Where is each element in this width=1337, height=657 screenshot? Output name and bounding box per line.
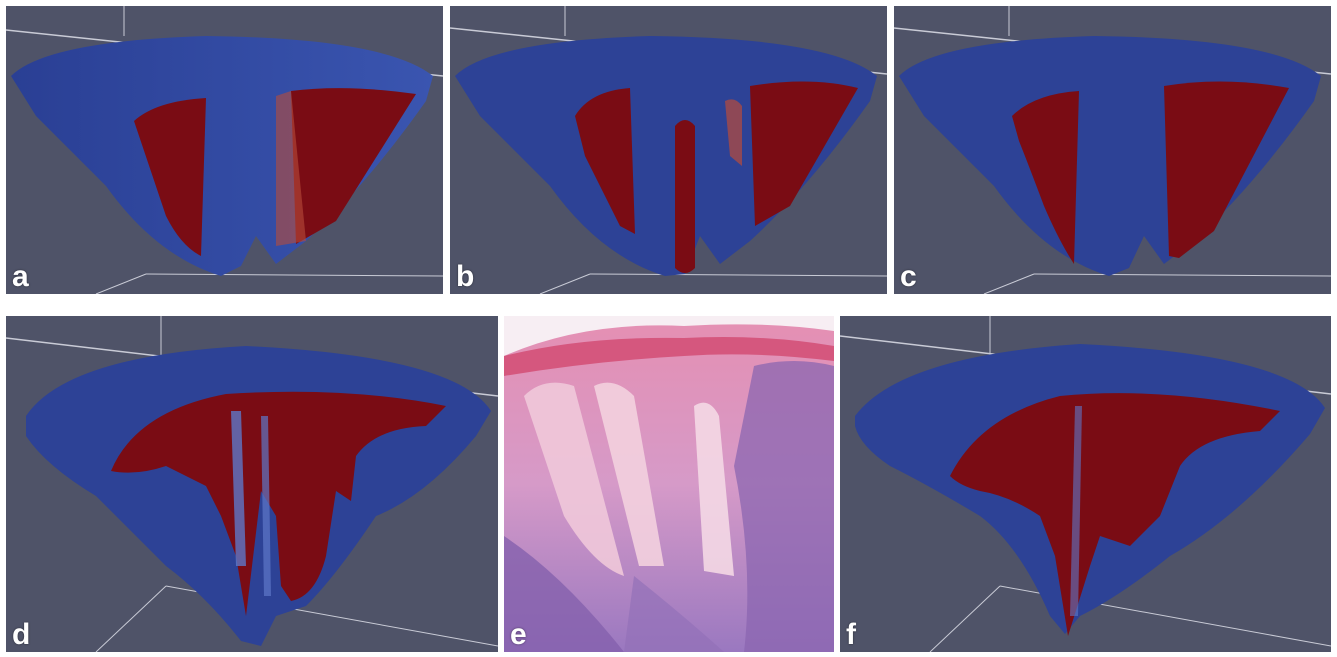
panel-c: c: [894, 6, 1331, 294]
tissue-volume: [899, 36, 1321, 276]
tumor-region: [1164, 81, 1289, 258]
tumor-region: [575, 88, 635, 234]
panel-label-c: c: [900, 260, 917, 293]
render-f: [840, 316, 1331, 652]
panel-label-e: e: [510, 618, 527, 651]
tumor-region: [750, 81, 858, 226]
panel-d: d: [6, 316, 498, 652]
render-b: [450, 6, 887, 294]
tumor-region: [950, 393, 1280, 636]
histology-image: [504, 316, 834, 652]
panel-f: f: [840, 316, 1331, 652]
render-d: [6, 316, 498, 652]
tumor-region: [291, 88, 416, 244]
panel-label-a: a: [12, 260, 29, 293]
tumor-region: [1012, 91, 1079, 264]
panel-b: b: [450, 6, 887, 294]
render-c: [894, 6, 1331, 294]
panel-label-d: d: [12, 618, 31, 651]
render-a: [6, 6, 443, 294]
panel-a: a: [6, 6, 443, 294]
panel-e: e: [504, 316, 834, 652]
tumor-region: [111, 391, 446, 616]
tumor-region: [134, 98, 206, 256]
panel-label-b: b: [456, 260, 475, 293]
tumor-region: [675, 120, 695, 273]
panel-label-f: f: [846, 618, 856, 651]
